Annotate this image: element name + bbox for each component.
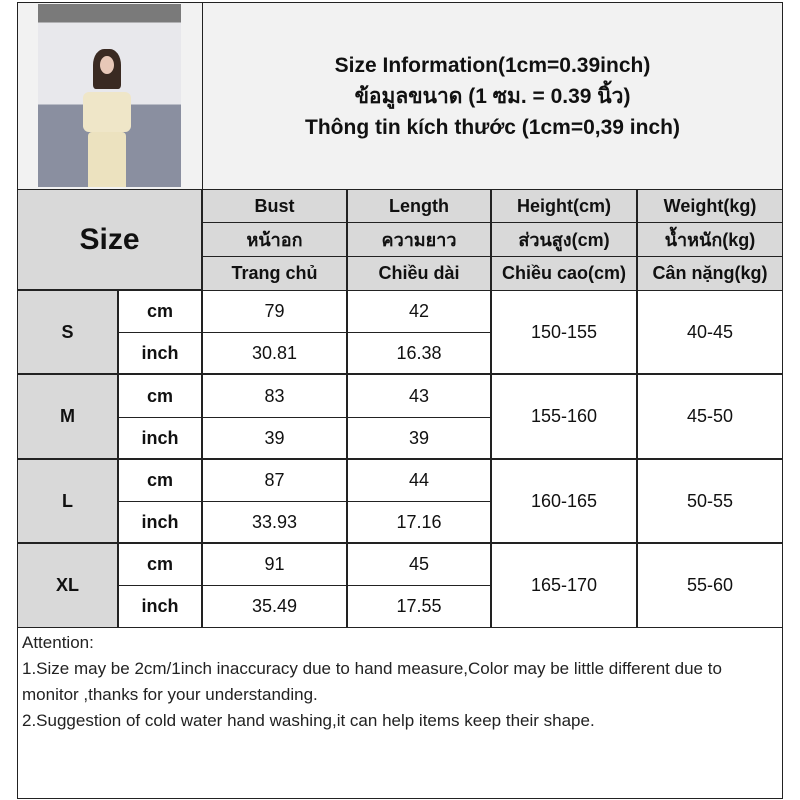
cm-value: 79 (202, 290, 347, 333)
column-header-en: Weight(kg) (637, 189, 783, 223)
column-header-en: Length (347, 189, 491, 223)
unit-label: cm (118, 459, 202, 502)
cm-value: 91 (202, 543, 347, 586)
weight-range: 55-60 (637, 543, 783, 628)
height-range: 155-160 (491, 374, 637, 459)
unit-label: inch (118, 417, 202, 459)
height-range: 150-155 (491, 290, 637, 374)
weight-range: 40-45 (637, 290, 783, 374)
header-line-th: ข้อมูลขนาด (1 ซม. = 0.39 นิ้ว) (354, 84, 631, 108)
inch-value: 17.16 (347, 501, 491, 543)
cm-value: 87 (202, 459, 347, 502)
height-range: 160-165 (491, 459, 637, 543)
size-label: L (17, 459, 118, 543)
cm-value: 83 (202, 374, 347, 418)
column-header-vi: Chiều dài (347, 256, 491, 291)
column-header-th: ความยาว (347, 222, 491, 257)
column-header-th: ส่วนสูง(cm) (491, 222, 637, 257)
weight-range: 45-50 (637, 374, 783, 459)
inch-value: 33.93 (202, 501, 347, 543)
inch-value: 39 (202, 417, 347, 459)
column-header-th: น้ำหนัก(kg) (637, 222, 783, 257)
weight-range: 50-55 (637, 459, 783, 543)
product-photo (38, 4, 181, 187)
cm-value: 42 (347, 290, 491, 333)
inch-value: 39 (347, 417, 491, 459)
column-header-th: หน้าอก (202, 222, 347, 257)
size-label: S (17, 290, 118, 374)
unit-label: inch (118, 332, 202, 374)
size-header: Size (17, 189, 202, 290)
inch-value: 35.49 (202, 585, 347, 628)
cm-value: 43 (347, 374, 491, 418)
unit-label: inch (118, 585, 202, 628)
cm-value: 45 (347, 543, 491, 586)
unit-label: inch (118, 501, 202, 543)
column-header-vi: Chiều cao(cm) (491, 256, 637, 291)
inch-value: 30.81 (202, 332, 347, 374)
height-range: 165-170 (491, 543, 637, 628)
column-header-vi: Trang chủ (202, 256, 347, 291)
unit-label: cm (118, 543, 202, 586)
size-info-header: Size Information(1cm=0.39inch) ข้อมูลขนา… (202, 2, 783, 190)
unit-label: cm (118, 374, 202, 418)
size-label: XL (17, 543, 118, 628)
inch-value: 16.38 (347, 332, 491, 374)
attention-item: 1.Size may be 2cm/1inch inaccuracy due t… (22, 659, 722, 704)
column-header-en: Height(cm) (491, 189, 637, 223)
size-label: M (17, 374, 118, 459)
attention-title: Attention: (22, 633, 94, 652)
header-line-vi: Thông tin kích thước (1cm=0,39 inch) (305, 115, 680, 139)
column-header-en: Bust (202, 189, 347, 223)
attention-notes: Attention: 1.Size may be 2cm/1inch inacc… (17, 627, 783, 799)
column-header-vi: Cân nặng(kg) (637, 256, 783, 291)
unit-label: cm (118, 290, 202, 333)
cm-value: 44 (347, 459, 491, 502)
attention-item: 2.Suggestion of cold water hand washing,… (22, 711, 595, 730)
inch-value: 17.55 (347, 585, 491, 628)
header-line-en: Size Information(1cm=0.39inch) (334, 53, 651, 77)
